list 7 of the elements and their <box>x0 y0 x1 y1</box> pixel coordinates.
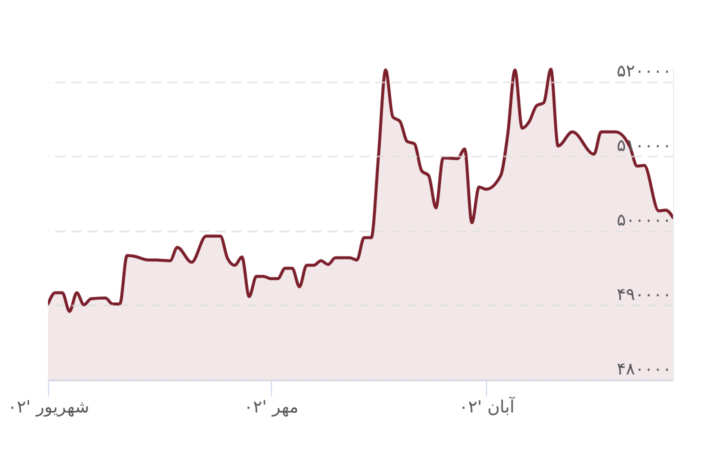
x-tick-label: شهریور '۰۲ <box>8 398 90 418</box>
y-tick-label: ۴۹۰۰۰۰ <box>616 284 672 305</box>
y-tick-label: ۵۰۰۰۰۰ <box>616 210 672 230</box>
y-tick-label: ۴۸۰۰۰۰ <box>616 360 672 380</box>
x-tick-label: آبان '۰۲ <box>458 396 516 418</box>
x-tick-label: مهر '۰۲ <box>244 398 299 418</box>
y-tick-label: ۵۲۰۰۰۰ <box>616 61 672 82</box>
